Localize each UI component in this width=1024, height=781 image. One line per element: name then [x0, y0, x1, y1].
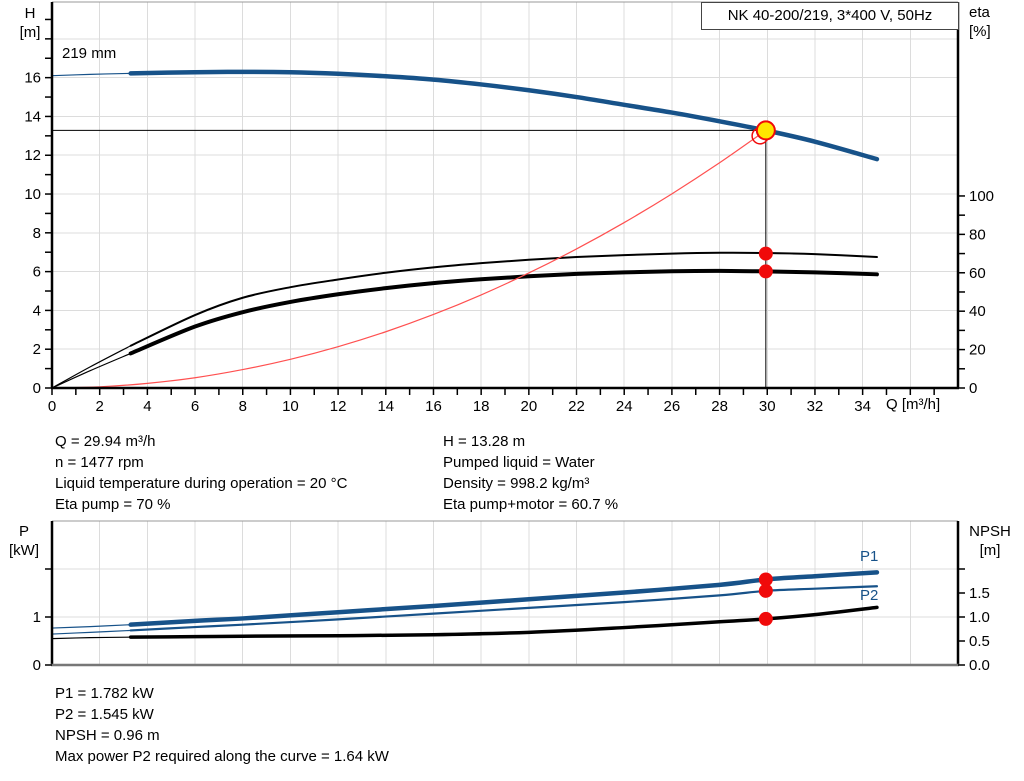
svg-text:8: 8: [33, 225, 41, 242]
svg-text:4: 4: [33, 302, 41, 319]
svg-text:26: 26: [664, 398, 681, 415]
flow-axis-label: Q [m³/h]: [886, 396, 941, 413]
p2-text: P2 = 1.545 kW: [55, 706, 154, 723]
p1-text: P1 = 1.782 kW: [55, 685, 154, 702]
pumped-liquid-text: Pumped liquid = Water: [443, 454, 595, 471]
duty-flow-text: Q = 29.94 m³/h: [55, 433, 156, 450]
pump-title: NK 40-200/219, 3*400 V, 50Hz: [701, 2, 959, 30]
svg-text:6: 6: [33, 264, 41, 281]
head-axis-label: H [m]: [19, 5, 41, 41]
svg-text:1.5: 1.5: [969, 585, 990, 602]
operating-data-left: Q = 29.94 m³/h n = 1477 rpm Liquid tempe…: [55, 431, 347, 515]
svg-text:2: 2: [96, 398, 104, 415]
system-curve: [51, 129, 767, 389]
left-axis-ticks: 01: [33, 568, 52, 674]
eta-pump-text: Eta pump = 70 %: [55, 496, 171, 513]
svg-text:0: 0: [33, 380, 41, 397]
power-data-block: P1 = 1.782 kW P2 = 1.545 kW NPSH = 0.96 …: [55, 683, 389, 767]
power-axis-label: P [kW]: [9, 523, 39, 559]
eta-axis-label: eta [%]: [969, 4, 991, 40]
svg-text:80: 80: [969, 226, 986, 243]
impeller-diameter-label: 219 mm: [62, 45, 117, 62]
power-chart: 010.00.51.01.5: [33, 520, 990, 674]
p2-point[interactable]: [758, 583, 773, 598]
svg-text:32: 32: [807, 398, 824, 415]
svg-text:0: 0: [33, 657, 41, 674]
bottom-axis-ticks: 0 2 4 6 8 10 12 14 16 18 20 22 24 26 28 30 32 34: [48, 388, 935, 415]
svg-text:4: 4: [143, 398, 151, 415]
max-power-text: Max power P2 required along the curve = …: [55, 748, 389, 765]
grid: [52, 2, 958, 388]
duty-point[interactable]: [755, 120, 776, 141]
svg-text:12: 12: [330, 398, 347, 415]
svg-text:16: 16: [425, 398, 442, 415]
svg-text:10: 10: [282, 398, 299, 415]
duty-head-text: H = 13.28 m: [443, 433, 526, 450]
svg-text:14: 14: [377, 398, 394, 415]
npsh-axis-label: NPSH [m]: [969, 523, 1011, 559]
svg-text:0.0: 0.0: [969, 657, 990, 674]
eta-pump-motor-text: Eta pump+motor = 60.7 %: [443, 496, 619, 513]
svg-text:2: 2: [33, 341, 41, 358]
head-chart: 0 2 4 6 8 10 12 14 16 18 20 22 24 26 28 30 32 34024681012…: [24, 1, 994, 415]
head-curve-219mm: [51, 69, 880, 162]
svg-text:1.0: 1.0: [969, 609, 990, 626]
svg-text:0.5: 0.5: [969, 633, 990, 650]
svg-text:0: 0: [969, 380, 977, 397]
svg-text:14: 14: [24, 108, 41, 125]
density-text: Density = 998.2 kg/m³: [443, 475, 590, 492]
eta-pump-curve: [51, 251, 878, 389]
svg-text:10: 10: [24, 186, 41, 203]
svg-text:6: 6: [191, 398, 199, 415]
p1-point[interactable]: [758, 572, 773, 587]
right-axis-ticks: 0.0 0.5 1.0 1.5: [958, 568, 990, 674]
eta-pump-motor-curve: [51, 268, 879, 389]
svg-text:60: 60: [969, 265, 986, 282]
svg-text:100: 100: [969, 188, 994, 205]
svg-text:12: 12: [24, 147, 41, 164]
svg-text:8: 8: [239, 398, 247, 415]
svg-text:24: 24: [616, 398, 633, 415]
eta-pump-point[interactable]: [758, 246, 773, 261]
liquid-temperature-text: Liquid temperature during operation = 20…: [55, 475, 348, 492]
svg-text:1: 1: [33, 609, 41, 626]
svg-text:30: 30: [759, 398, 776, 415]
svg-text:22: 22: [568, 398, 585, 415]
right-axis-ticks: 0 20 40 60 80 100: [958, 188, 994, 397]
svg-text:16: 16: [24, 70, 41, 87]
svg-text:34: 34: [854, 398, 871, 415]
grid: [52, 521, 958, 665]
svg-text:20: 20: [969, 342, 986, 359]
svg-text:40: 40: [969, 303, 986, 320]
p1-curve-label: P1: [860, 548, 879, 565]
speed-text: n = 1477 rpm: [55, 454, 144, 471]
p2-curve-label: P2: [860, 587, 879, 604]
svg-text:20: 20: [520, 398, 537, 415]
p2-curve: [51, 585, 879, 635]
svg-text:28: 28: [711, 398, 728, 415]
npsh-point[interactable]: [758, 611, 773, 626]
npsh-text: NPSH = 0.96 m: [55, 727, 160, 744]
left-axis-ticks: 0 2 4 6 8 10 12 14 16: [24, 18, 52, 397]
svg-text:18: 18: [473, 398, 490, 415]
operating-data-right: H = 13.28 m Pumped liquid = Water Densit…: [443, 431, 618, 515]
svg-text:0: 0: [48, 398, 56, 415]
eta-pump-motor-point[interactable]: [758, 264, 773, 279]
